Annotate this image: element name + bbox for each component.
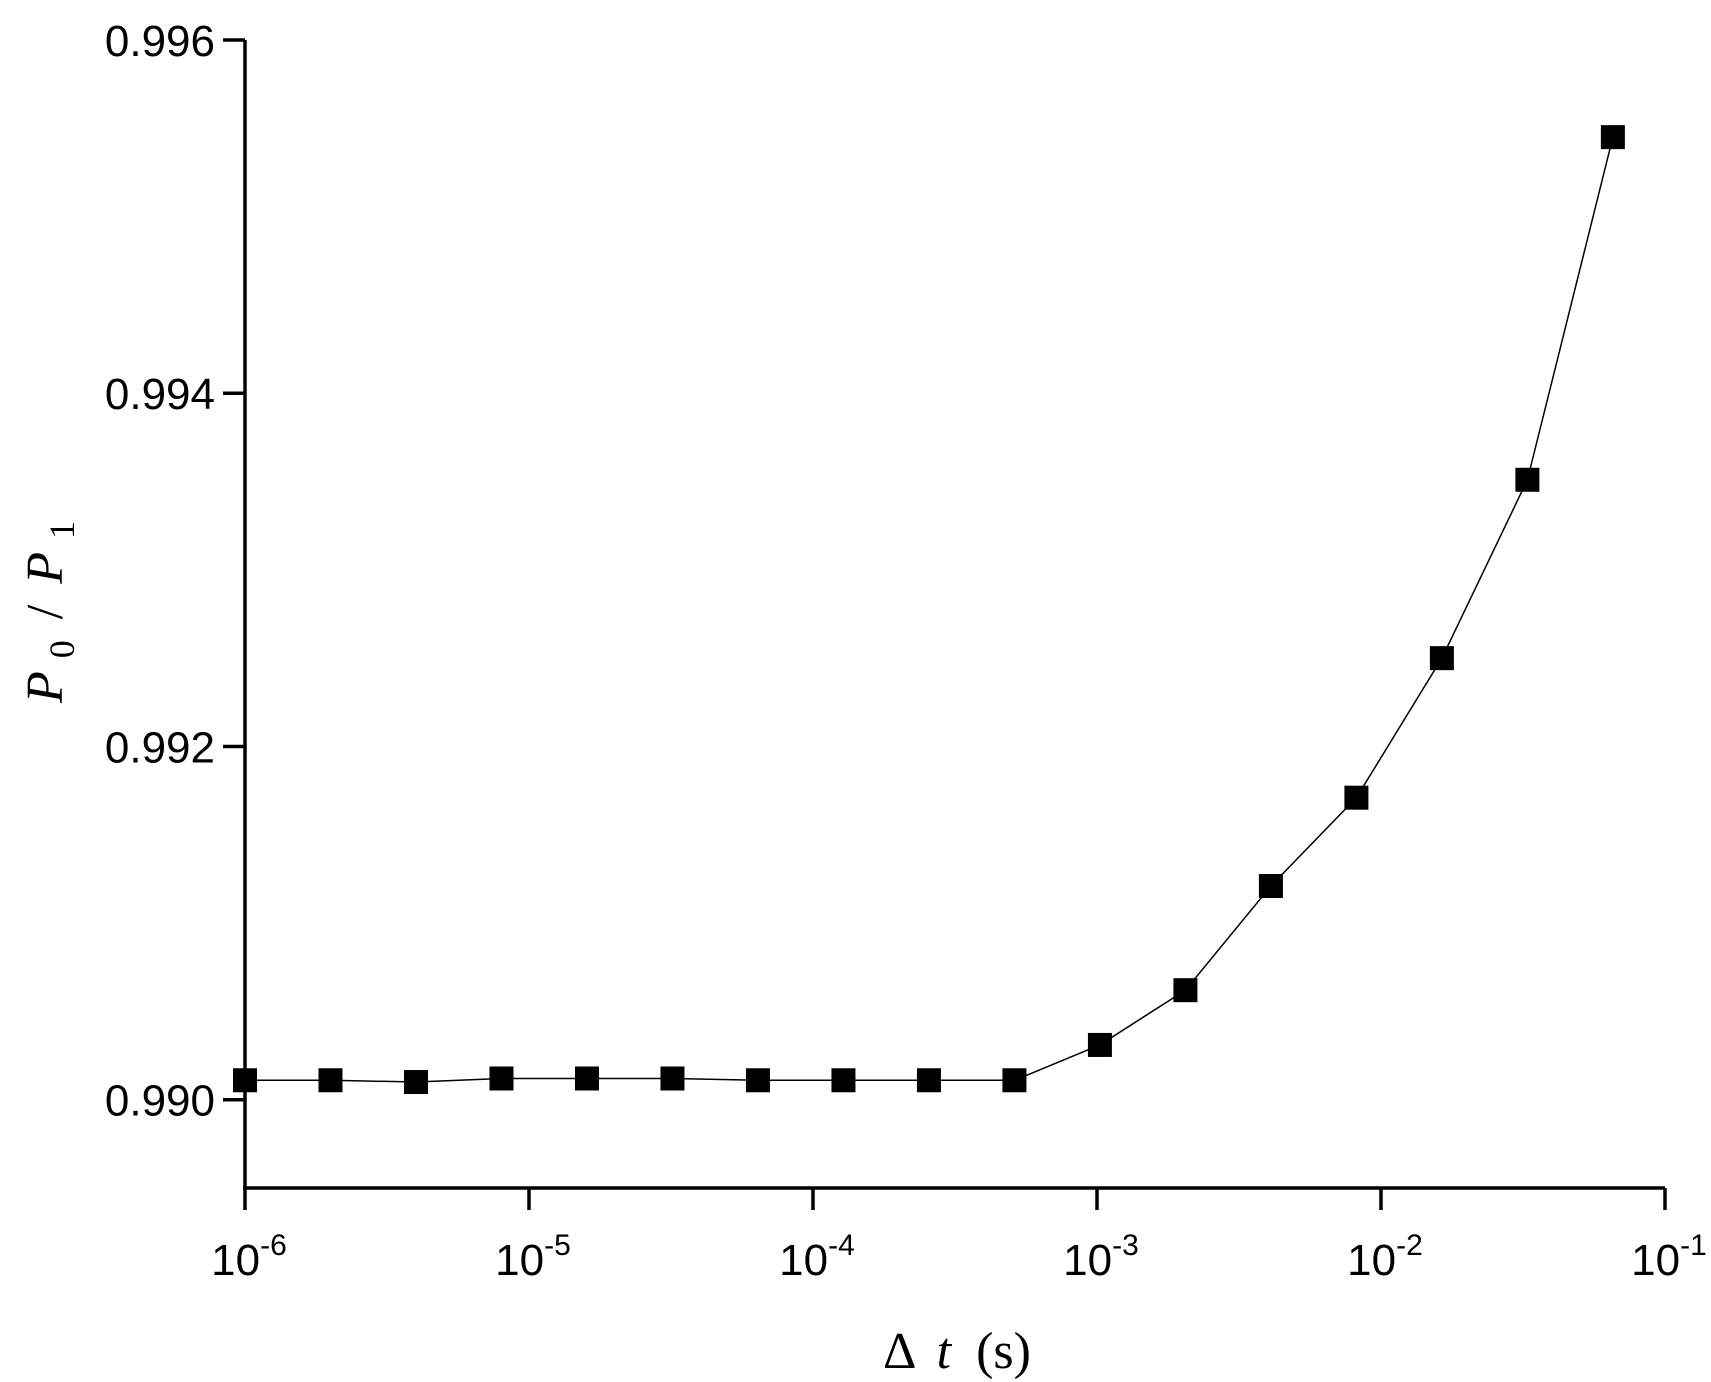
- data-point: [489, 1066, 514, 1091]
- data-point: [745, 1068, 770, 1093]
- y-axis-title-sep: /: [17, 604, 74, 619]
- data-point: [1258, 873, 1283, 898]
- series-line: [245, 136, 1614, 1083]
- x-tick-label: 10-6: [211, 1229, 287, 1285]
- x-tick-base: 10: [1631, 1236, 1680, 1285]
- data-point: [1344, 785, 1369, 810]
- y-tick-label: 0.990: [105, 1077, 215, 1126]
- axes: [243, 40, 1665, 1190]
- data-point: [1429, 646, 1454, 671]
- x-tick-label: 10-5: [495, 1229, 571, 1285]
- x-tick-base: 10: [779, 1236, 828, 1285]
- x-axis-title-var: t: [937, 1323, 953, 1380]
- data-point: [318, 1068, 343, 1093]
- x-tick-label: 10-2: [1347, 1229, 1423, 1285]
- data-point: [1600, 125, 1625, 150]
- x-tick-exponent: -2: [1396, 1229, 1423, 1262]
- x-tick-base: 10: [495, 1236, 544, 1285]
- data-point: [1087, 1032, 1112, 1057]
- data-point: [1515, 467, 1540, 492]
- y-axis-title-den-sub: 1: [42, 521, 82, 539]
- plot-area: [233, 125, 1625, 1095]
- data-point: [831, 1068, 856, 1093]
- y-axis-title-num: P: [17, 671, 74, 704]
- data-point: [1002, 1068, 1027, 1093]
- y-tick-label: 0.996: [105, 17, 215, 66]
- y-axis-title-den: P: [17, 552, 74, 585]
- x-axis-title: Δ t (s): [883, 1323, 1031, 1380]
- data-point: [660, 1066, 685, 1091]
- data-point: [403, 1070, 428, 1095]
- x-tick-label: 10-4: [779, 1229, 855, 1285]
- y-axis-title: P 0 / P 1: [17, 521, 86, 704]
- data-point: [574, 1066, 599, 1091]
- x-ticks: 10-6 10-5 10-4 10-3 10-2 10-1: [211, 1188, 1707, 1285]
- y-ticks: 0.990 0.992 0.994 0.996: [105, 17, 245, 1126]
- x-tick-exponent: -4: [828, 1229, 855, 1262]
- x-tick-label: 10-1: [1631, 1229, 1707, 1285]
- data-point: [1173, 978, 1198, 1003]
- x-tick-label: 10-3: [1063, 1229, 1139, 1285]
- x-tick-exponent: -3: [1112, 1229, 1139, 1262]
- x-tick-base: 10: [1347, 1236, 1396, 1285]
- x-tick-exponent: -5: [544, 1229, 571, 1262]
- x-axis-title-prefix: Δ: [883, 1323, 915, 1380]
- y-tick-label: 0.994: [105, 370, 215, 419]
- x-axis-title-unit: (s): [976, 1323, 1031, 1380]
- y-tick-label: 0.992: [105, 723, 215, 772]
- y-axis-title-num-sub: 0: [42, 640, 82, 658]
- x-tick-exponent: -6: [260, 1229, 287, 1262]
- x-tick-base: 10: [211, 1236, 260, 1285]
- data-point: [916, 1068, 941, 1093]
- x-tick-base: 10: [1063, 1236, 1112, 1285]
- x-tick-exponent: -1: [1680, 1229, 1707, 1262]
